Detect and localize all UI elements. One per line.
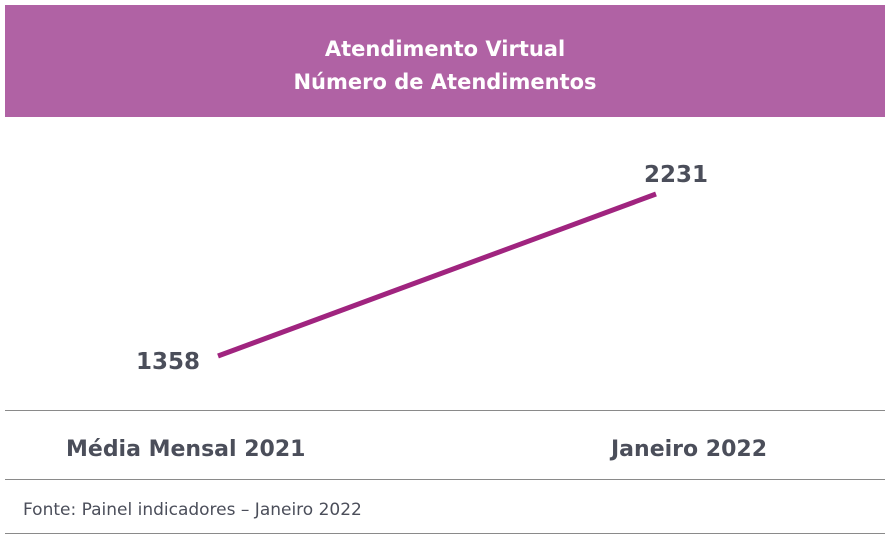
x-category-label-media-mensal-2021: Média Mensal 2021 xyxy=(66,437,306,462)
series-line xyxy=(217,191,657,359)
source-note: Fonte: Painel indicadores – Janeiro 2022 xyxy=(23,500,362,520)
divider-bottom xyxy=(5,533,885,534)
data-label-2231: 2231 xyxy=(644,162,708,188)
chart-title-line-1: Atendimento Virtual xyxy=(324,37,566,61)
divider-middle xyxy=(5,479,885,480)
chart-header: Atendimento Virtual Número de Atendiment… xyxy=(5,5,885,117)
divider-top xyxy=(5,410,885,411)
chart-title-line-2: Número de Atendimentos xyxy=(293,70,597,94)
data-label-1358: 1358 xyxy=(136,349,200,375)
x-category-label-janeiro-2022: Janeiro 2022 xyxy=(611,437,768,462)
